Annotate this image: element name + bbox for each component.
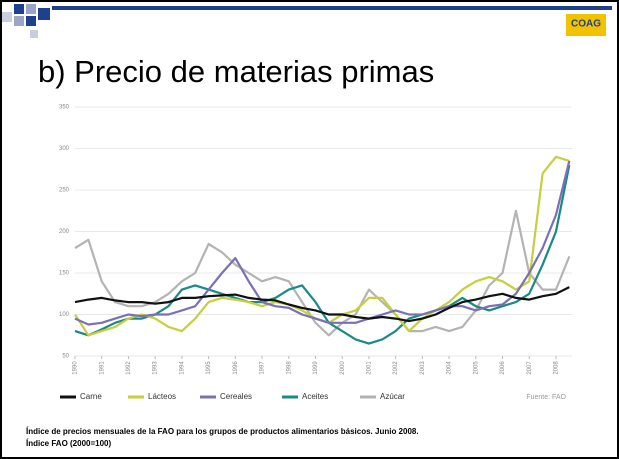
chart-title: b) Precio de materias primas — [38, 54, 434, 89]
legend-label: Lácteos — [148, 392, 176, 401]
x-tick-label: 2007 — [527, 361, 533, 375]
y-tick-label: 100 — [59, 312, 70, 318]
x-tick-label: 2004 — [447, 361, 453, 375]
x-tick-label: 1990 — [73, 361, 79, 375]
x-tick-label: 1992 — [126, 361, 132, 375]
caption: Índice de precios mensuales de la FAO pa… — [26, 427, 419, 436]
y-tick-label: 350 — [59, 105, 70, 111]
x-tick-label: 1995 — [206, 361, 212, 375]
source: Fuente: FAO — [526, 394, 566, 401]
series-line — [74, 209, 571, 337]
logo: COAG — [571, 19, 601, 30]
x-tick-label: 2002 — [393, 361, 399, 375]
x-tick-label: 2005 — [473, 361, 479, 375]
series-line — [74, 160, 571, 326]
x-tick-label: 2008 — [554, 361, 560, 375]
legend-label: Cereales — [220, 392, 252, 401]
y-tick-label: 150 — [59, 271, 70, 277]
x-tick-label: 2003 — [420, 361, 426, 375]
y-tick-label: 250 — [59, 188, 70, 194]
x-tick-label: 1994 — [179, 361, 185, 375]
legend-label: Azúcar — [380, 392, 405, 401]
caption: Índice FAO (2000=100) — [26, 439, 111, 448]
logo-box — [566, 14, 606, 36]
x-tick-label: 1999 — [313, 361, 319, 375]
x-tick-label: 2006 — [500, 361, 506, 375]
x-tick-label: 1991 — [99, 361, 105, 375]
x-tick-label: 1993 — [153, 361, 159, 375]
x-tick-label: 1996 — [233, 361, 239, 375]
legend-label: Carne — [80, 392, 102, 401]
x-tick-label: 1998 — [286, 361, 292, 375]
series-line — [74, 286, 570, 323]
y-tick-label: 300 — [59, 146, 70, 152]
x-tick-label: 2000 — [340, 361, 346, 375]
legend-label: Aceites — [302, 392, 328, 401]
y-tick-label: 50 — [62, 354, 69, 360]
y-tick-label: 200 — [59, 229, 70, 235]
x-tick-label: 2001 — [367, 361, 373, 375]
x-tick-label: 1997 — [260, 361, 266, 375]
decor — [2, 4, 612, 38]
